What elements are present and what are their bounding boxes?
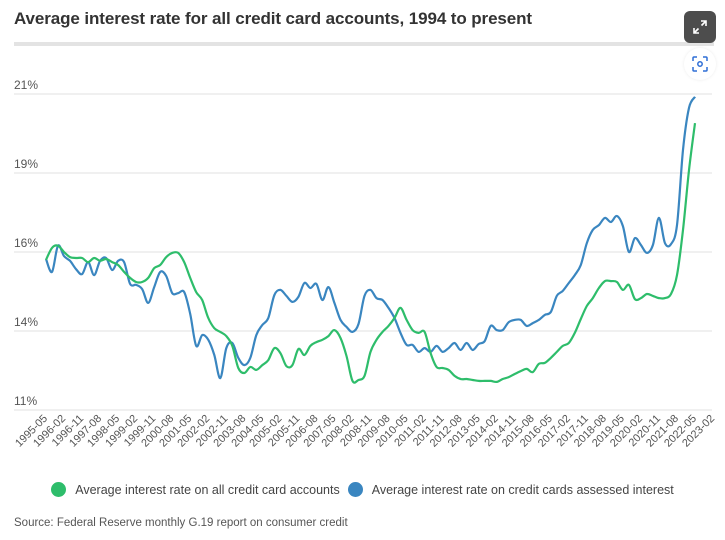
y-tick-label: 11% bbox=[14, 394, 37, 408]
source-note: Source: Federal Reserve monthly G.19 rep… bbox=[14, 517, 348, 529]
scan-button[interactable] bbox=[684, 48, 716, 80]
legend-dot-icon bbox=[51, 482, 67, 497]
line-chart: 11%14%16%19%21% 1995-051996-021996-11199… bbox=[13, 78, 717, 450]
y-tick-label: 19% bbox=[14, 157, 38, 171]
y-tick-label: 14% bbox=[14, 315, 38, 329]
chart-title: Average interest rate for all credit car… bbox=[14, 9, 532, 28]
legend-item-all-accounts[interactable]: Average interest rate on all credit card… bbox=[51, 482, 340, 497]
expand-button[interactable] bbox=[684, 11, 716, 43]
scan-focus-icon bbox=[692, 56, 708, 72]
legend-label: Average interest rate on all credit card… bbox=[75, 482, 340, 497]
legend-item-assessed-interest[interactable]: Average interest rate on credit cards as… bbox=[347, 482, 674, 497]
y-tick-label: 21% bbox=[14, 78, 38, 92]
series-line-all-accounts bbox=[45, 122, 697, 384]
legend: Average interest rate on all credit card… bbox=[0, 482, 725, 497]
expand-arrows-icon bbox=[693, 20, 707, 34]
series-line-assessed-interest bbox=[44, 96, 696, 380]
legend-label: Average interest rate on credit cards as… bbox=[371, 482, 674, 497]
legend-dot-icon bbox=[347, 482, 363, 497]
title-divider bbox=[14, 42, 714, 46]
y-tick-label: 16% bbox=[14, 236, 38, 250]
